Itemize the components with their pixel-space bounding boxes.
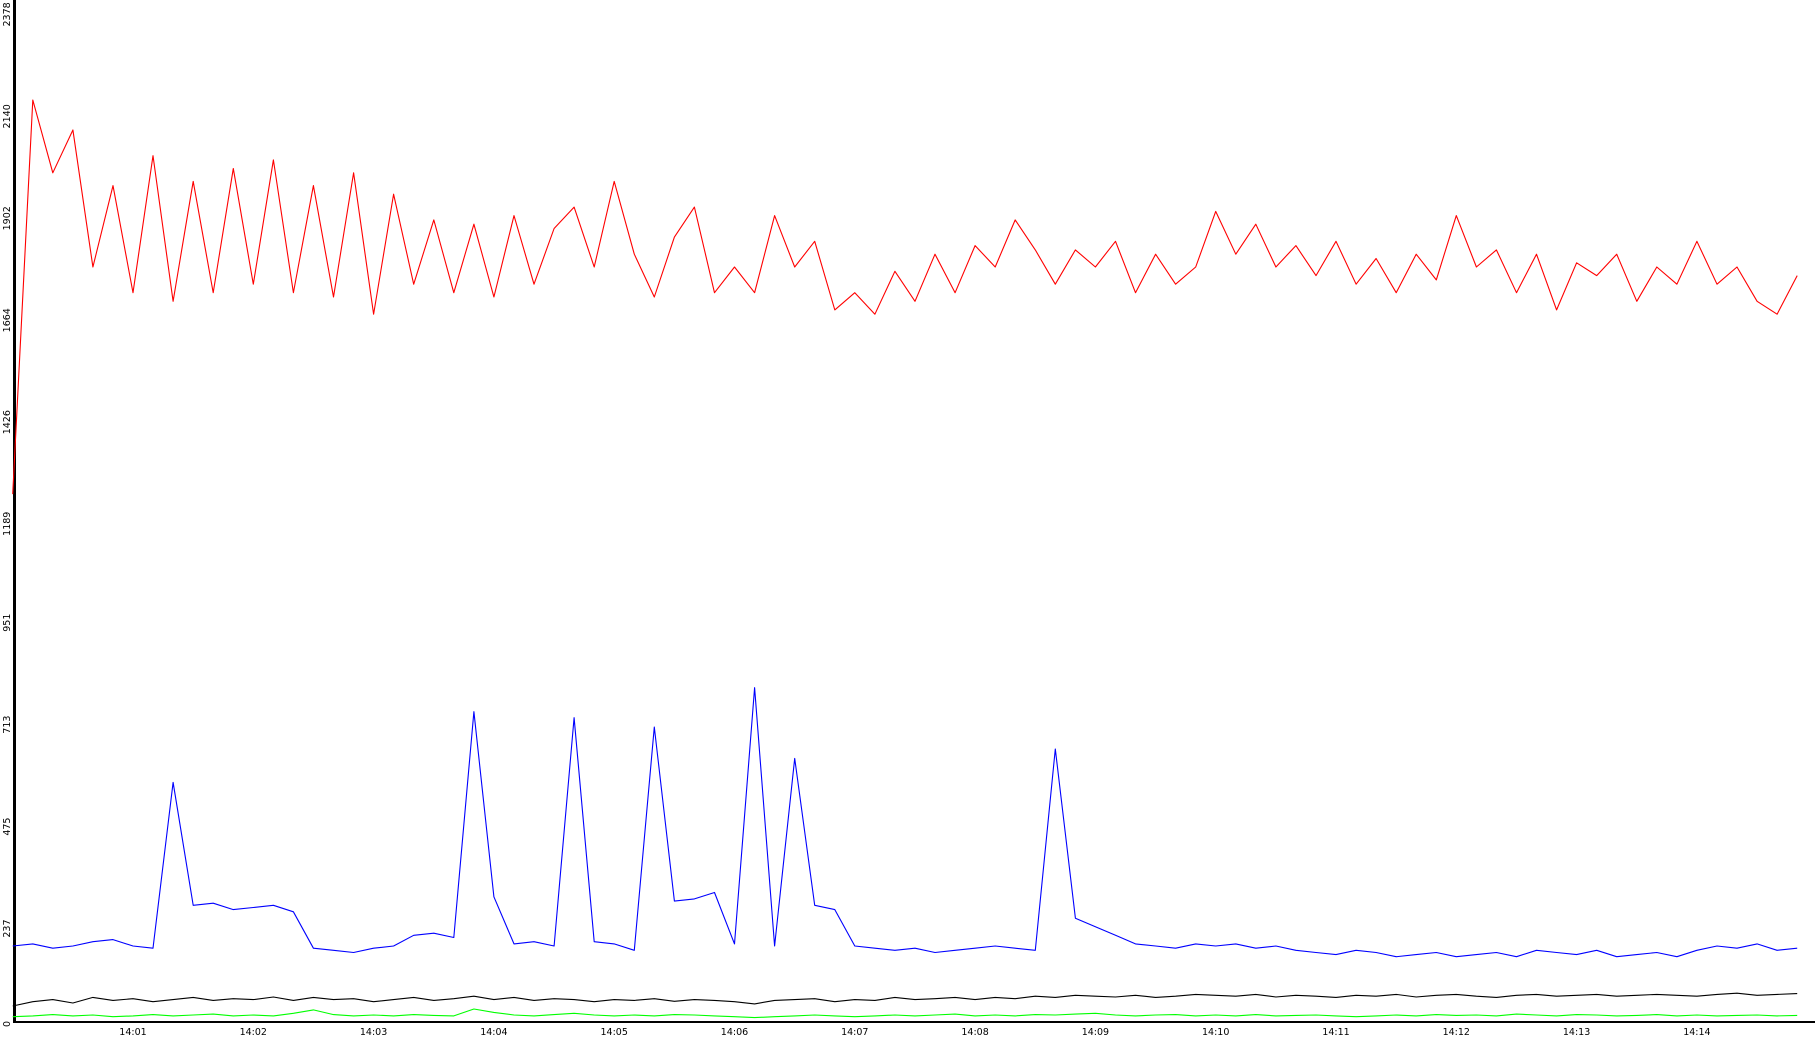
x-tick-label: 14:14 xyxy=(1683,1027,1710,1038)
x-tick-label: 14:01 xyxy=(119,1027,146,1038)
y-tick-label: 1902 xyxy=(2,206,13,230)
series-line xyxy=(12,1008,1798,1019)
series-line xyxy=(12,99,1798,495)
y-tick-label: 237 xyxy=(2,919,13,937)
x-tick-label: 14:13 xyxy=(1563,1027,1590,1038)
x-tick-label: 14:06 xyxy=(721,1027,748,1038)
x-tick-label: 14:10 xyxy=(1202,1027,1229,1038)
y-tick-label: 2378 xyxy=(2,2,13,26)
y-tick-label: 1189 xyxy=(2,512,13,536)
y-tick-label: 475 xyxy=(2,818,13,836)
x-tick-label: 14:07 xyxy=(841,1027,868,1038)
y-tick-label: 0 xyxy=(2,1021,13,1027)
x-tick-label: 14:09 xyxy=(1082,1027,1109,1038)
x-tick-label: 14:11 xyxy=(1322,1027,1349,1038)
y-tick-label: 951 xyxy=(2,614,13,632)
x-tick-label: 14:03 xyxy=(360,1027,387,1038)
y-tick-label: 2140 xyxy=(2,104,13,128)
x-tick-label: 14:02 xyxy=(240,1027,267,1038)
y-tick-label: 1426 xyxy=(2,410,13,434)
x-tick-label: 14:08 xyxy=(961,1027,988,1038)
series-line xyxy=(12,992,1798,1007)
x-tick-label: 14:04 xyxy=(480,1027,507,1038)
x-tick-label: 14:05 xyxy=(601,1027,628,1038)
x-tick-label: 14:12 xyxy=(1443,1027,1470,1038)
y-tick-label: 1664 xyxy=(2,308,13,332)
y-tick-label: 713 xyxy=(2,716,13,734)
series-line xyxy=(12,687,1798,958)
